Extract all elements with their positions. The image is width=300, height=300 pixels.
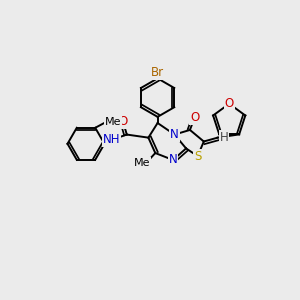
Text: S: S	[194, 150, 201, 163]
Text: Br: Br	[151, 66, 164, 79]
Text: O: O	[225, 97, 234, 110]
Text: N: N	[170, 128, 179, 141]
Text: O: O	[190, 111, 199, 124]
Text: Me: Me	[105, 117, 121, 127]
Text: O: O	[118, 115, 128, 128]
Text: H: H	[219, 131, 228, 144]
Text: N: N	[169, 154, 177, 166]
Text: NH: NH	[103, 134, 120, 146]
Text: Me: Me	[134, 158, 150, 168]
